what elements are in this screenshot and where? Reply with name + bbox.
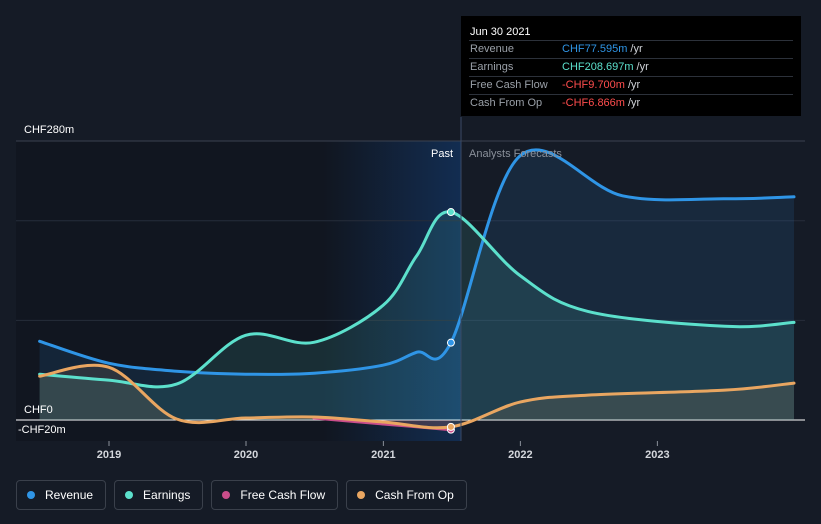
tooltip-row-unit: /yr <box>627 97 641 109</box>
legend-item-revenue[interactable]: Revenue <box>16 480 107 510</box>
earnings-marker <box>446 208 455 217</box>
x-axis-ticks: 2019 2020 2021 2022 2023 <box>97 441 670 461</box>
x-tick-label: 2019 <box>97 449 121 461</box>
gridlines <box>16 140 805 421</box>
past-label: Past <box>431 148 453 160</box>
legend-dot-icon <box>27 491 35 499</box>
chart: CHF280m CHF0 -CHF20m Past Analysts Forec… <box>16 117 805 461</box>
past-highlight <box>323 141 461 441</box>
legend-item-earnings[interactable]: Earnings <box>114 480 204 510</box>
y-label-bottom: -CHF20m <box>18 424 66 436</box>
legend-label: Free Cash Flow <box>240 488 326 502</box>
tooltip-row-value: -CHF6.866m <box>562 97 625 109</box>
legend-item-free-cash-flow[interactable]: Free Cash Flow <box>211 480 339 510</box>
legend-label: Cash From Op <box>375 488 454 502</box>
y-label-zero: CHF0 <box>24 404 53 416</box>
revenue-line <box>38 148 796 376</box>
tooltip: Jun 30 2021 Revenue CHF77.595m/yr Earnings… <box>461 16 801 116</box>
tooltip-row-free-cash-flow: Free Cash Flow -CHF9.700m/yr <box>469 76 793 94</box>
legend-dot-icon <box>357 491 366 499</box>
x-tick-label: 2020 <box>234 449 258 461</box>
revenue-marker <box>446 338 455 347</box>
revenue-area <box>39 149 795 420</box>
y-label-top: CHF280m <box>24 124 74 136</box>
legend-dot-icon <box>125 491 134 499</box>
tooltip-row-value: -CHF9.700m <box>562 79 625 91</box>
series-lines <box>38 148 796 432</box>
tooltip-row-label: Cash From Op <box>470 97 543 109</box>
tooltip-row-value: CHF208.697m <box>562 61 634 73</box>
legend: Revenue Earnings Free Cash Flow Cash From O… <box>16 480 467 510</box>
legend-label: Revenue <box>45 488 94 502</box>
x-tick-label: 2022 <box>508 449 532 461</box>
tooltip-row-label: Revenue <box>470 43 515 55</box>
tooltip-row-revenue: Revenue CHF77.595m/yr <box>469 40 793 58</box>
tooltip-row-label: Earnings <box>470 61 514 73</box>
tooltip-row-label: Free Cash Flow <box>470 79 548 91</box>
cash-from-op-line <box>38 363 796 430</box>
tooltip-row-unit: /yr <box>636 61 649 73</box>
tooltip-date: Jun 30 2021 <box>470 26 531 38</box>
tooltip-row-earnings: Earnings CHF208.697m/yr <box>469 58 793 76</box>
tooltip-row-cash-from-op: Cash From Op -CHF6.866m/yr <box>469 94 793 112</box>
tooltip-row-value: CHF77.595m <box>562 43 628 55</box>
tooltip-row-unit: /yr <box>627 79 641 91</box>
cash-from-op-marker <box>446 422 455 431</box>
tooltip-markers <box>446 208 455 434</box>
x-tick-label: 2023 <box>645 449 669 461</box>
tooltip-row-unit: /yr <box>630 43 643 55</box>
legend-label: Earnings <box>143 488 191 502</box>
earnings-line <box>38 210 796 389</box>
forecast-label: Analysts Forecasts <box>469 148 562 160</box>
x-tick-label: 2021 <box>371 449 395 461</box>
legend-dot-icon <box>222 491 231 499</box>
legend-item-cash-from-op[interactable]: Cash From Op <box>346 480 467 510</box>
earnings-area <box>39 211 795 420</box>
cash-from-op-area <box>39 365 795 428</box>
